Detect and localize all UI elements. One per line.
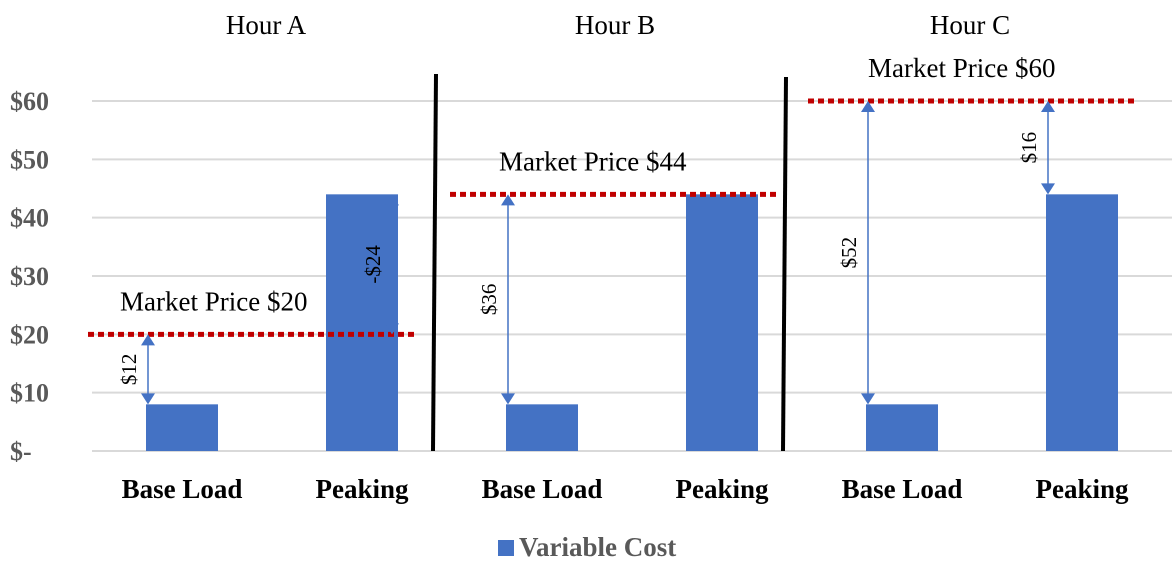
legend-swatch — [498, 540, 514, 556]
difference-label: $36 — [477, 284, 501, 316]
arrow-head — [501, 393, 515, 405]
hour-labels: Hour A Hour B Hour C — [226, 10, 1010, 40]
arrow-head — [861, 101, 875, 112]
hour-label: Hour B — [575, 10, 655, 40]
bars — [146, 194, 1118, 452]
y-tick-label: $40 — [10, 204, 49, 233]
difference-label: $12 — [117, 354, 141, 386]
legend: Variable Cost — [498, 532, 676, 562]
category-label: Peaking — [1035, 474, 1129, 504]
arrow-head — [385, 323, 399, 335]
arrow-head — [501, 194, 515, 206]
bar — [686, 194, 758, 452]
arrow-head — [141, 334, 155, 346]
legend-label: Variable Cost — [519, 532, 676, 562]
y-tick-label: $- — [10, 437, 32, 466]
bar — [1046, 194, 1118, 452]
category-label: Peaking — [315, 474, 409, 504]
hour-divider — [431, 73, 438, 452]
bar — [866, 404, 938, 451]
hour-dividers — [431, 73, 788, 452]
arrow-head — [385, 194, 399, 206]
arrow-head — [141, 393, 155, 405]
bar — [506, 404, 578, 451]
y-tick-label: $60 — [10, 87, 49, 116]
hour-label: Hour C — [930, 10, 1010, 40]
x-axis-categories: Base Load Peaking Base Load Peaking Base Loa… — [122, 474, 1129, 504]
y-axis-ticks: $- $10 $20 $30 $40 $50 $60 — [10, 87, 49, 466]
difference-arrows: $12 -$24 $36 $52 $16 — [117, 101, 1055, 405]
market-price-label: Market Price $44 — [499, 146, 687, 176]
difference-label: $16 — [1017, 132, 1041, 164]
category-label: Base Load — [842, 474, 963, 504]
hour-divider — [781, 76, 788, 452]
y-tick-label: $20 — [10, 320, 49, 349]
y-tick-label: $50 — [10, 145, 49, 174]
hour-label: Hour A — [226, 10, 307, 40]
difference-label: $52 — [837, 237, 861, 269]
y-tick-label: $10 — [10, 379, 49, 408]
category-label: Base Load — [122, 474, 243, 504]
category-label: Peaking — [675, 474, 769, 504]
bar — [326, 194, 398, 452]
arrow-head — [1041, 101, 1055, 112]
bar — [146, 404, 218, 451]
category-label: Base Load — [482, 474, 603, 504]
arrow-head — [861, 393, 875, 405]
market-price-label: Market Price $20 — [120, 286, 307, 316]
market-price-lines: Market Price $20 Market Price $44 Market P… — [88, 53, 1135, 337]
difference-label: -$24 — [361, 245, 385, 284]
arrow-head — [1041, 183, 1055, 195]
y-tick-label: $30 — [10, 262, 49, 291]
market-price-label: Market Price $60 — [868, 53, 1055, 83]
